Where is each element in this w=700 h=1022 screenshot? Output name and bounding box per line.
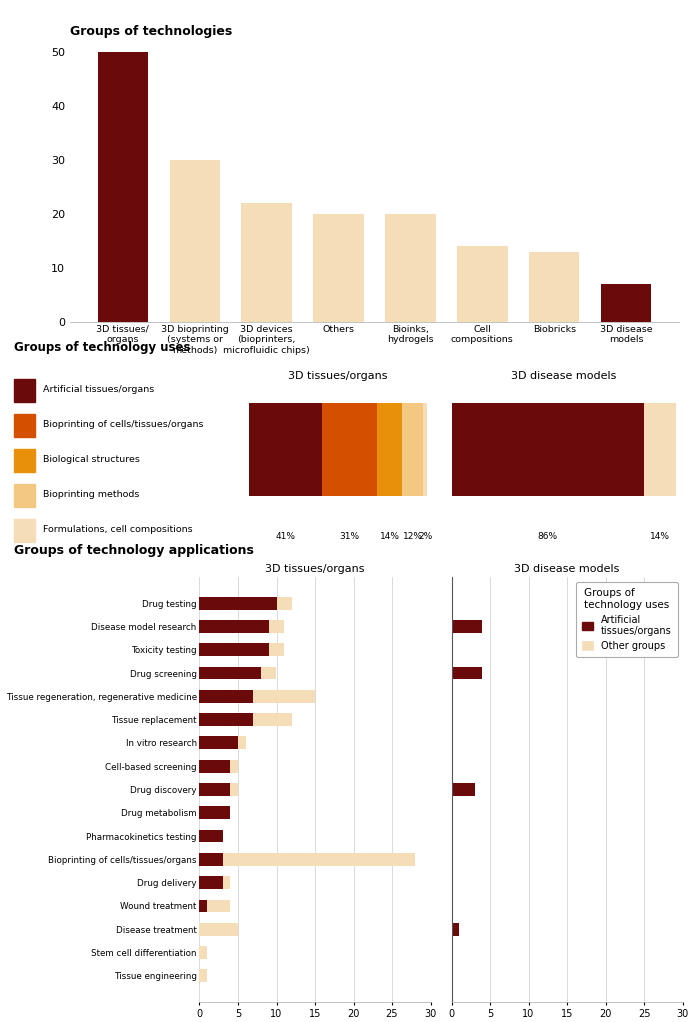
FancyBboxPatch shape: [14, 519, 35, 542]
Text: 2%: 2%: [418, 532, 433, 541]
Bar: [199, 597, 276, 609]
Bar: [199, 666, 261, 680]
Text: 86%: 86%: [538, 532, 558, 541]
Title: 3D disease models: 3D disease models: [514, 564, 620, 574]
Bar: [269, 620, 284, 633]
Bar: [601, 284, 651, 322]
Bar: [230, 759, 238, 773]
Bar: [452, 620, 482, 633]
Bar: [402, 403, 424, 496]
Title: 3D disease models: 3D disease models: [511, 371, 616, 381]
Text: Formulations, cell compositions: Formulations, cell compositions: [43, 525, 193, 533]
Text: Bioprinting of cells/tissues/organs: Bioprinting of cells/tissues/organs: [43, 420, 204, 429]
Text: Groups of technology applications: Groups of technology applications: [14, 544, 254, 557]
Bar: [529, 251, 580, 322]
Bar: [199, 876, 223, 889]
Bar: [223, 853, 415, 866]
Text: Groups of technology uses: Groups of technology uses: [14, 341, 190, 355]
Bar: [322, 403, 377, 496]
Bar: [424, 403, 427, 496]
Text: Biological structures: Biological structures: [43, 455, 140, 464]
Bar: [452, 403, 644, 496]
Title: 3D tissues/organs: 3D tissues/organs: [288, 371, 388, 381]
FancyBboxPatch shape: [14, 414, 35, 437]
Bar: [253, 690, 315, 703]
Bar: [452, 666, 482, 680]
Text: 12%: 12%: [402, 532, 423, 541]
Bar: [207, 899, 230, 913]
Bar: [261, 666, 277, 680]
Bar: [223, 876, 230, 889]
FancyBboxPatch shape: [14, 379, 35, 403]
Bar: [199, 759, 230, 773]
Bar: [199, 853, 223, 866]
Bar: [314, 214, 364, 322]
Bar: [385, 214, 435, 322]
Text: 41%: 41%: [275, 532, 295, 541]
Text: 31%: 31%: [340, 532, 359, 541]
Legend: Artificial
tissues/organs, Other groups: Artificial tissues/organs, Other groups: [576, 583, 678, 657]
Bar: [248, 403, 322, 496]
Bar: [199, 923, 238, 936]
Bar: [199, 620, 269, 633]
Bar: [452, 923, 459, 936]
Text: Groups of technologies: Groups of technologies: [70, 26, 232, 38]
Bar: [269, 643, 284, 656]
Text: 14%: 14%: [650, 532, 670, 541]
Bar: [276, 597, 292, 609]
Bar: [238, 737, 246, 749]
FancyBboxPatch shape: [14, 449, 35, 472]
Bar: [230, 783, 238, 796]
Bar: [169, 159, 220, 322]
Bar: [199, 830, 223, 842]
Bar: [199, 690, 253, 703]
Bar: [199, 643, 269, 656]
Bar: [241, 203, 292, 322]
Bar: [199, 806, 230, 820]
Bar: [98, 52, 148, 322]
Bar: [199, 970, 207, 982]
Bar: [644, 403, 676, 496]
Bar: [199, 899, 207, 913]
Bar: [253, 713, 292, 726]
Bar: [199, 783, 230, 796]
Text: Bioprinting methods: Bioprinting methods: [43, 490, 140, 499]
Bar: [377, 403, 402, 496]
Bar: [199, 946, 207, 959]
Bar: [457, 246, 508, 322]
Bar: [199, 737, 238, 749]
Title: 3D tissues/organs: 3D tissues/organs: [265, 564, 365, 574]
FancyBboxPatch shape: [14, 483, 35, 507]
Text: 14%: 14%: [379, 532, 400, 541]
Text: Artificial tissues/organs: Artificial tissues/organs: [43, 385, 155, 394]
Bar: [199, 713, 253, 726]
Bar: [452, 783, 475, 796]
